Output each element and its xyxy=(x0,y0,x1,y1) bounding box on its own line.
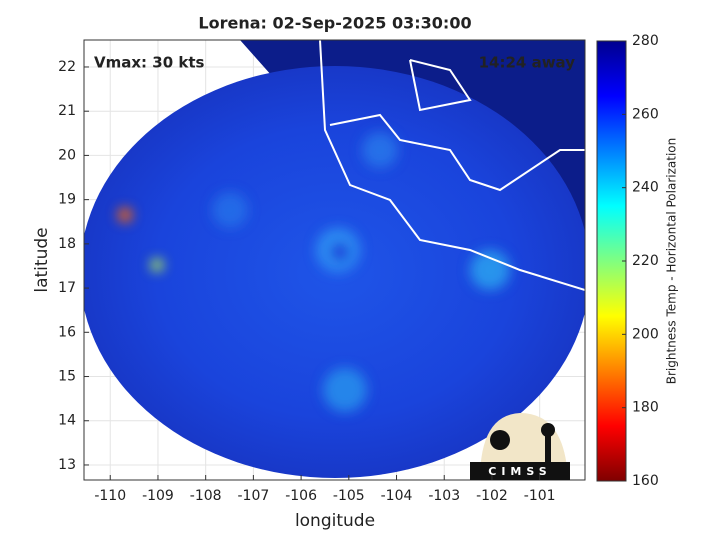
swath xyxy=(84,66,585,478)
y-tick-label: 13 xyxy=(58,457,76,473)
x-tick-label: -108 xyxy=(190,488,222,504)
x-tick-label: -109 xyxy=(142,488,174,504)
chart-title: Lorena: 02-Sep-2025 03:30:00 xyxy=(198,14,471,33)
x-tick-label: -107 xyxy=(237,488,269,504)
y-tick-label: 19 xyxy=(58,192,76,208)
coastline xyxy=(319,40,585,291)
y-tick-label: 17 xyxy=(58,280,76,296)
x-tick-label: -101 xyxy=(524,488,556,504)
y-tick-label: 20 xyxy=(58,147,76,163)
colorbar-tick-label: 220 xyxy=(632,253,659,269)
y-tick-label: 14 xyxy=(58,413,76,429)
x-tick-label: -103 xyxy=(428,488,460,504)
plot-frame xyxy=(83,39,586,481)
x-tick-label: -106 xyxy=(285,488,317,504)
colorbar-tick-label: 240 xyxy=(632,180,659,196)
colorbar-tick-label: 180 xyxy=(632,400,659,416)
colorbar-tick-label: 160 xyxy=(632,473,659,489)
y-tick-label: 18 xyxy=(58,236,76,252)
colorbar-tick-label: 280 xyxy=(632,33,659,49)
annotation: 14:24 away xyxy=(479,54,576,72)
cloud-features xyxy=(118,132,510,412)
x-tick-label: -102 xyxy=(476,488,508,504)
y-tick-label: 22 xyxy=(58,59,76,75)
x-axis-label: longitude xyxy=(295,511,375,531)
y-tick-label: 15 xyxy=(58,369,76,385)
x-tick-label: -105 xyxy=(333,488,365,504)
y-tick-label: 21 xyxy=(58,103,76,119)
logo-text: CIMSS xyxy=(488,465,551,478)
y-axis-label: latitude xyxy=(32,227,52,292)
y-tick-label: 16 xyxy=(58,324,76,340)
swath-image xyxy=(84,40,585,478)
colorbar xyxy=(596,40,627,482)
logo: CIMSS xyxy=(470,413,570,480)
colorbar-label: Brightness Temp - Horizontal Polarizatio… xyxy=(665,138,679,385)
colorbar-tick-label: 260 xyxy=(632,106,659,122)
x-tick-label: -110 xyxy=(94,488,126,504)
annotation: Vmax: 30 kts xyxy=(94,54,204,72)
colorbar-tick-label: 200 xyxy=(632,326,659,342)
x-tick-label: -104 xyxy=(381,488,413,504)
